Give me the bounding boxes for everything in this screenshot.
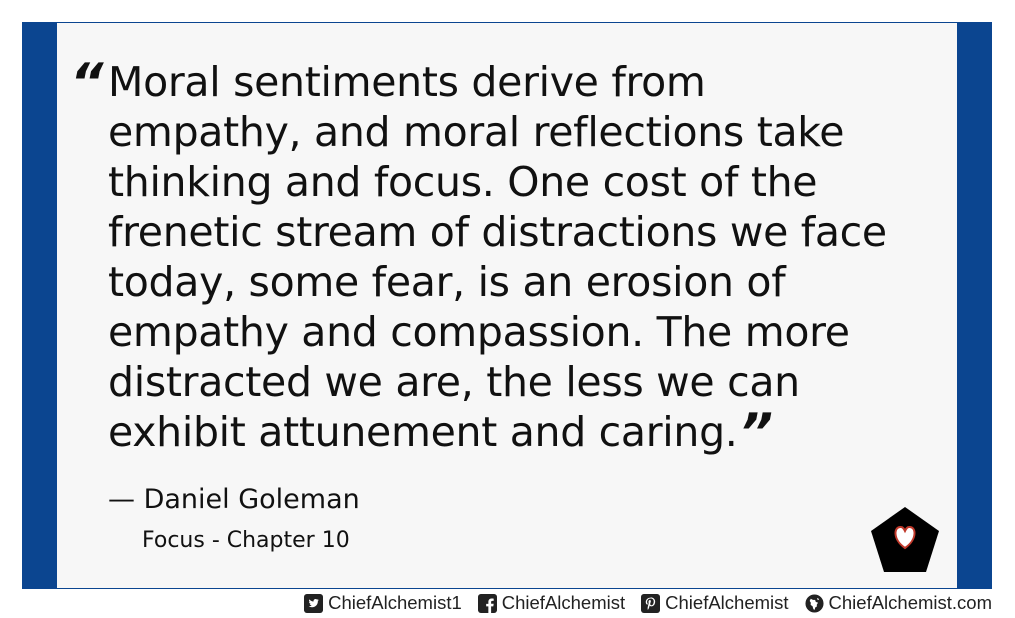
quote-card: “ Moral sentiments derive from empathy, … — [22, 22, 992, 589]
twitter-handle: ChiefAlchemist1 — [328, 592, 462, 613]
quote-panel: “ Moral sentiments derive from empathy, … — [57, 22, 957, 589]
website-link[interactable]: ChiefAlchemist.com — [805, 592, 992, 614]
pinterest-icon — [641, 593, 661, 613]
quote-block: “ Moral sentiments derive from empathy, … — [70, 53, 908, 459]
quote-text: Moral sentiments derive from empathy, an… — [108, 57, 908, 459]
open-quote-mark: “ — [70, 53, 103, 113]
website-url: ChiefAlchemist.com — [828, 592, 992, 613]
close-quote-mark: ” — [739, 403, 773, 463]
pinterest-link[interactable]: ChiefAlchemist — [641, 592, 789, 614]
globe-icon — [805, 593, 824, 613]
facebook-handle: ChiefAlchemist — [501, 592, 626, 613]
facebook-link[interactable]: ChiefAlchemist — [477, 592, 626, 614]
quote-author: — Daniel Goleman — [108, 484, 360, 515]
twitter-icon — [304, 593, 324, 613]
quote-body: Moral sentiments derive from empathy, an… — [108, 58, 887, 456]
quote-source: Focus - Chapter 10 — [142, 528, 350, 553]
twitter-link[interactable]: ChiefAlchemist1 — [304, 592, 462, 614]
pinterest-handle: ChiefAlchemist — [665, 592, 789, 613]
heart-pentagon-icon — [871, 507, 939, 572]
social-footer: ChiefAlchemist1 ChiefAlchemist ChiefAlch… — [304, 591, 992, 615]
facebook-icon — [477, 593, 497, 613]
